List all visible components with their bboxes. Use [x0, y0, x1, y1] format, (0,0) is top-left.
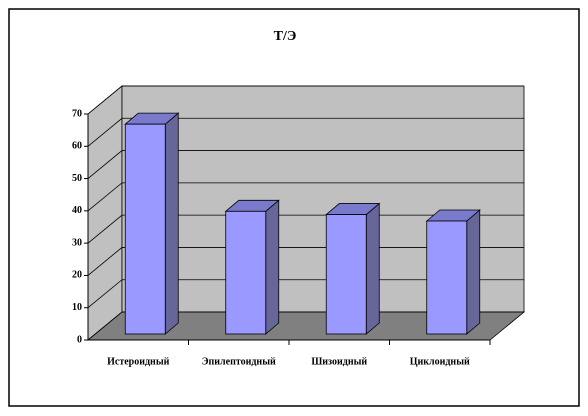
x-tick-label: Истероидный [107, 356, 170, 367]
y-tick-label: 10 [72, 302, 82, 313]
bar-side [365, 202, 380, 335]
left-wall [87, 85, 123, 341]
bar [225, 210, 267, 335]
y-tick-label: 40 [72, 205, 82, 216]
grid-line [87, 182, 524, 212]
bar [325, 214, 367, 335]
bar [426, 220, 468, 335]
y-tick-label: 50 [72, 173, 82, 184]
x-tick-label: Циклоидный [410, 356, 470, 367]
grid-line [87, 214, 524, 244]
grid-line [87, 311, 524, 341]
x-tick-label: Эпилептоидный [202, 356, 276, 367]
bar-side [265, 199, 280, 335]
y-tick-label: 70 [72, 108, 82, 119]
grid-line [87, 279, 524, 309]
y-tick-label: 20 [72, 270, 82, 281]
x-tick-label: Шизоидный [311, 356, 367, 367]
bar-side [466, 209, 481, 335]
grid-line [87, 150, 524, 179]
bar-side [164, 112, 179, 335]
bar [124, 123, 166, 335]
y-tick-label: 0 [77, 334, 82, 345]
grid-line [87, 117, 524, 147]
chart-title: Т/Э [274, 29, 297, 44]
grid-line [87, 85, 524, 115]
y-tick-label: 60 [72, 141, 82, 152]
grid-line [87, 247, 524, 276]
y-tick-label: 30 [72, 237, 82, 248]
